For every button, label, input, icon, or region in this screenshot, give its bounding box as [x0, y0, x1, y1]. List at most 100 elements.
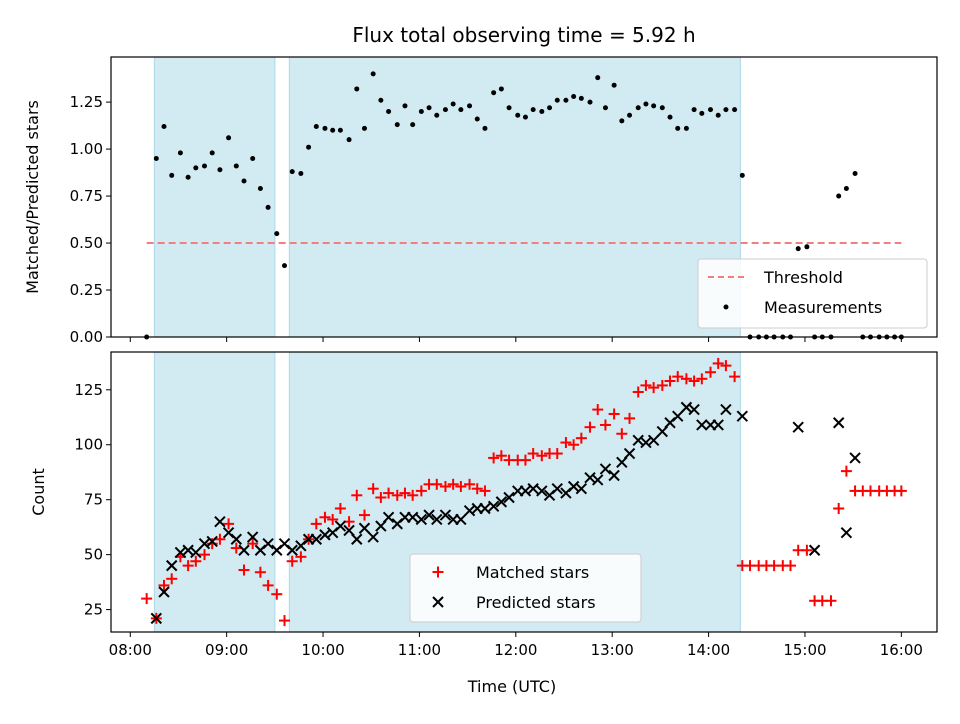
bottom-x-ticks: 08:00 09:00 10:00 11:00 12:00 13:00 14:00 15:00…	[109, 632, 923, 659]
x-tick-label: 13:00	[591, 641, 634, 659]
matched-star-point	[141, 593, 153, 605]
predicted-star-point	[431, 513, 443, 526]
predicted-star-point	[840, 526, 853, 539]
measurement-point	[643, 101, 649, 107]
measurement-point	[522, 114, 528, 120]
legend-matched-label: Matched stars	[476, 563, 589, 582]
measurement-point	[185, 174, 191, 180]
measurement-point	[554, 97, 560, 103]
matched-star-point	[367, 483, 379, 495]
x-tick-label: 10:00	[301, 641, 344, 659]
x-tick-label: 11:00	[398, 641, 441, 659]
bottom-panel: 25 50 75 100 125 08:00 09:00 10:00 11:00 12:00 13…	[29, 351, 938, 696]
matched-star-point	[223, 518, 235, 530]
shaded-interval	[288, 56, 741, 338]
y-tick-label: 0.00	[70, 328, 103, 346]
measurement-point	[699, 110, 705, 116]
measurement-point	[394, 122, 400, 128]
matched-star-point	[439, 481, 451, 493]
matched-star-point	[656, 379, 668, 391]
measurement-point	[595, 75, 601, 81]
matched-star-point	[198, 549, 210, 561]
measurement-point	[498, 86, 504, 92]
matched-star-point	[214, 533, 226, 545]
matched-star-point	[206, 538, 218, 550]
legend-measurements-swatch	[723, 304, 729, 310]
matched-star-point	[431, 478, 443, 490]
matched-star-point	[527, 448, 539, 460]
matched-star-point	[190, 555, 202, 567]
predicted-star-point	[286, 544, 298, 556]
predicted-star-point	[150, 612, 163, 625]
predicted-star-point	[647, 434, 660, 447]
matched-star-point	[391, 489, 403, 501]
measurement-point	[410, 122, 416, 128]
matched-star-point	[271, 588, 283, 600]
measurement-point	[361, 125, 367, 131]
matched-star-point	[599, 419, 611, 431]
bottom-y-ticks: 25 50 75 100 125	[74, 381, 111, 619]
predicted-star-point	[166, 559, 178, 572]
matched-star-point	[230, 542, 242, 554]
legend-plus-marker	[432, 566, 444, 578]
measurement-point	[715, 112, 721, 118]
matched-star-point	[608, 408, 620, 420]
predicted-star-point	[808, 544, 821, 556]
predicted-star-point	[334, 520, 347, 532]
measurement-point	[442, 107, 448, 113]
measurement-point	[482, 125, 488, 131]
predicted-star-point	[423, 509, 435, 521]
measurement-point	[578, 95, 584, 101]
measurement-point	[226, 135, 232, 141]
matched-star-point	[720, 360, 732, 372]
top-legend-box	[697, 258, 928, 329]
measurement-point	[426, 105, 432, 111]
matched-star-point	[455, 481, 467, 493]
measurement-point	[274, 231, 280, 237]
measurement-point	[804, 244, 810, 250]
measurement-point	[739, 172, 745, 178]
measurement-point	[169, 172, 175, 178]
predicted-star-point	[246, 531, 259, 543]
shaded-interval	[153, 351, 276, 633]
measurement-point	[337, 127, 343, 133]
measurement-point	[836, 193, 842, 199]
predicted-star-point	[455, 513, 467, 526]
predicted-star-point	[849, 452, 861, 464]
matched-star-point	[801, 544, 813, 556]
predicted-star-point	[358, 522, 371, 534]
matched-star-point	[688, 375, 700, 387]
measurement-point	[675, 125, 681, 131]
predicted-star-point	[238, 544, 250, 556]
top-panel: 0.00 0.25 0.50 0.75 1.00 1.25 Matched/Predict…	[23, 56, 938, 346]
top-legend: Threshold Measurements	[697, 258, 928, 329]
measurement-point	[732, 107, 738, 113]
measurement-point	[346, 137, 352, 143]
predicted-star-point	[736, 410, 749, 422]
measurement-point	[474, 116, 480, 122]
measurement-point	[635, 105, 641, 111]
measurement-point	[201, 163, 207, 169]
matched-star-point	[399, 487, 411, 499]
measurement-point	[450, 101, 456, 107]
measurement-point	[852, 171, 858, 177]
matched-star-point	[415, 485, 427, 497]
predicted-star-point	[688, 403, 700, 416]
measurement-point	[708, 107, 714, 113]
predicted-star-point	[415, 513, 428, 526]
measurement-point	[723, 107, 729, 113]
measurement-point	[515, 112, 521, 118]
chart-title: Flux total observing time = 5.92 h	[352, 23, 695, 47]
x-tick-label: 09:00	[205, 641, 248, 659]
matched-star-point	[334, 502, 346, 514]
shaded-interval	[153, 56, 276, 338]
predicted-star-point	[230, 533, 243, 545]
measurement-point	[330, 127, 336, 133]
legend-measurements-label: Measurements	[764, 298, 882, 317]
bottom-y-axis-label: Count	[29, 468, 48, 516]
top-axes-frame	[110, 56, 938, 338]
measurement-point	[627, 112, 633, 118]
top-x-ticks	[129, 337, 902, 342]
measurement-point	[370, 71, 376, 77]
